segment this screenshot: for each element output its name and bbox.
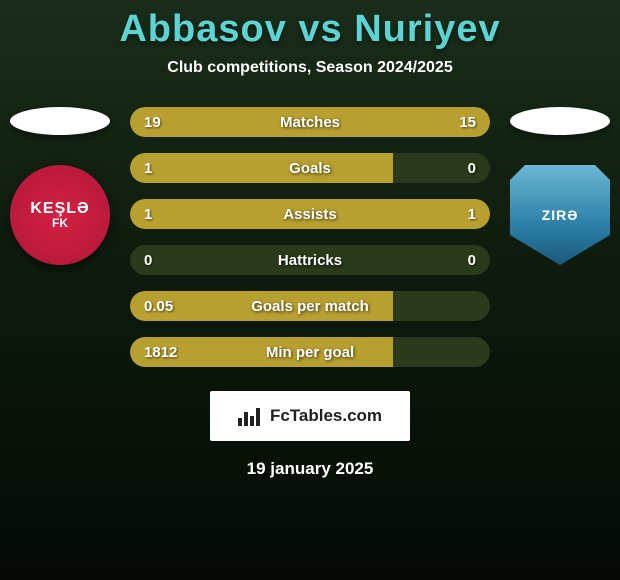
date-label: 19 january 2025 bbox=[0, 459, 620, 479]
stat-value-left: 0.05 bbox=[144, 298, 173, 315]
stat-value-left: 1 bbox=[144, 206, 152, 223]
club-badge-left: KEŞLƏ FK bbox=[10, 165, 110, 265]
page-title: Abbasov vs Nuriyev bbox=[0, 0, 620, 51]
stat-bar-right bbox=[310, 199, 490, 229]
stat-row: 0.05 Goals per match bbox=[130, 291, 490, 321]
stat-label: Min per goal bbox=[266, 344, 354, 361]
stat-label: Assists bbox=[283, 206, 336, 223]
stat-label: Goals per match bbox=[251, 298, 369, 315]
player-right-column: ZIRƏ bbox=[505, 107, 615, 265]
stat-row: 0 0 Hattricks bbox=[130, 245, 490, 275]
stat-row: 19 15 Matches bbox=[130, 107, 490, 137]
stat-label: Goals bbox=[289, 160, 331, 177]
player-left-avatar bbox=[10, 107, 110, 135]
club-badge-right: ZIRƏ bbox=[510, 165, 610, 265]
chart-icon bbox=[238, 406, 264, 426]
stat-value-left: 0 bbox=[144, 252, 152, 269]
stat-value-right: 15 bbox=[459, 114, 476, 131]
branding-text: FcTables.com bbox=[270, 406, 382, 426]
stat-label: Hattricks bbox=[278, 252, 342, 269]
stat-row: 1 1 Assists bbox=[130, 199, 490, 229]
club-left-sub: FK bbox=[52, 216, 68, 230]
player-left-column: KEŞLƏ FK bbox=[5, 107, 115, 265]
club-right-name: ZIRƏ bbox=[542, 207, 579, 223]
stat-value-right: 0 bbox=[468, 252, 476, 269]
stat-value-right: 0 bbox=[468, 160, 476, 177]
stat-value-left: 1812 bbox=[144, 344, 177, 361]
player-right-avatar bbox=[510, 107, 610, 135]
stat-label: Matches bbox=[280, 114, 340, 131]
stat-bar-left bbox=[130, 153, 393, 183]
subtitle: Club competitions, Season 2024/2025 bbox=[0, 59, 620, 77]
comparison-panel: KEŞLƏ FK ZIRƏ 19 15 Matches 1 0 Goals 1 1 Assist… bbox=[0, 107, 620, 367]
stats-list: 19 15 Matches 1 0 Goals 1 1 Assists 0 0 Hattricks 0.… bbox=[130, 107, 490, 367]
branding-badge: FcTables.com bbox=[210, 391, 410, 441]
stat-row: 1 0 Goals bbox=[130, 153, 490, 183]
stat-value-left: 1 bbox=[144, 160, 152, 177]
stat-value-left: 19 bbox=[144, 114, 161, 131]
stat-row: 1812 Min per goal bbox=[130, 337, 490, 367]
stat-value-right: 1 bbox=[468, 206, 476, 223]
